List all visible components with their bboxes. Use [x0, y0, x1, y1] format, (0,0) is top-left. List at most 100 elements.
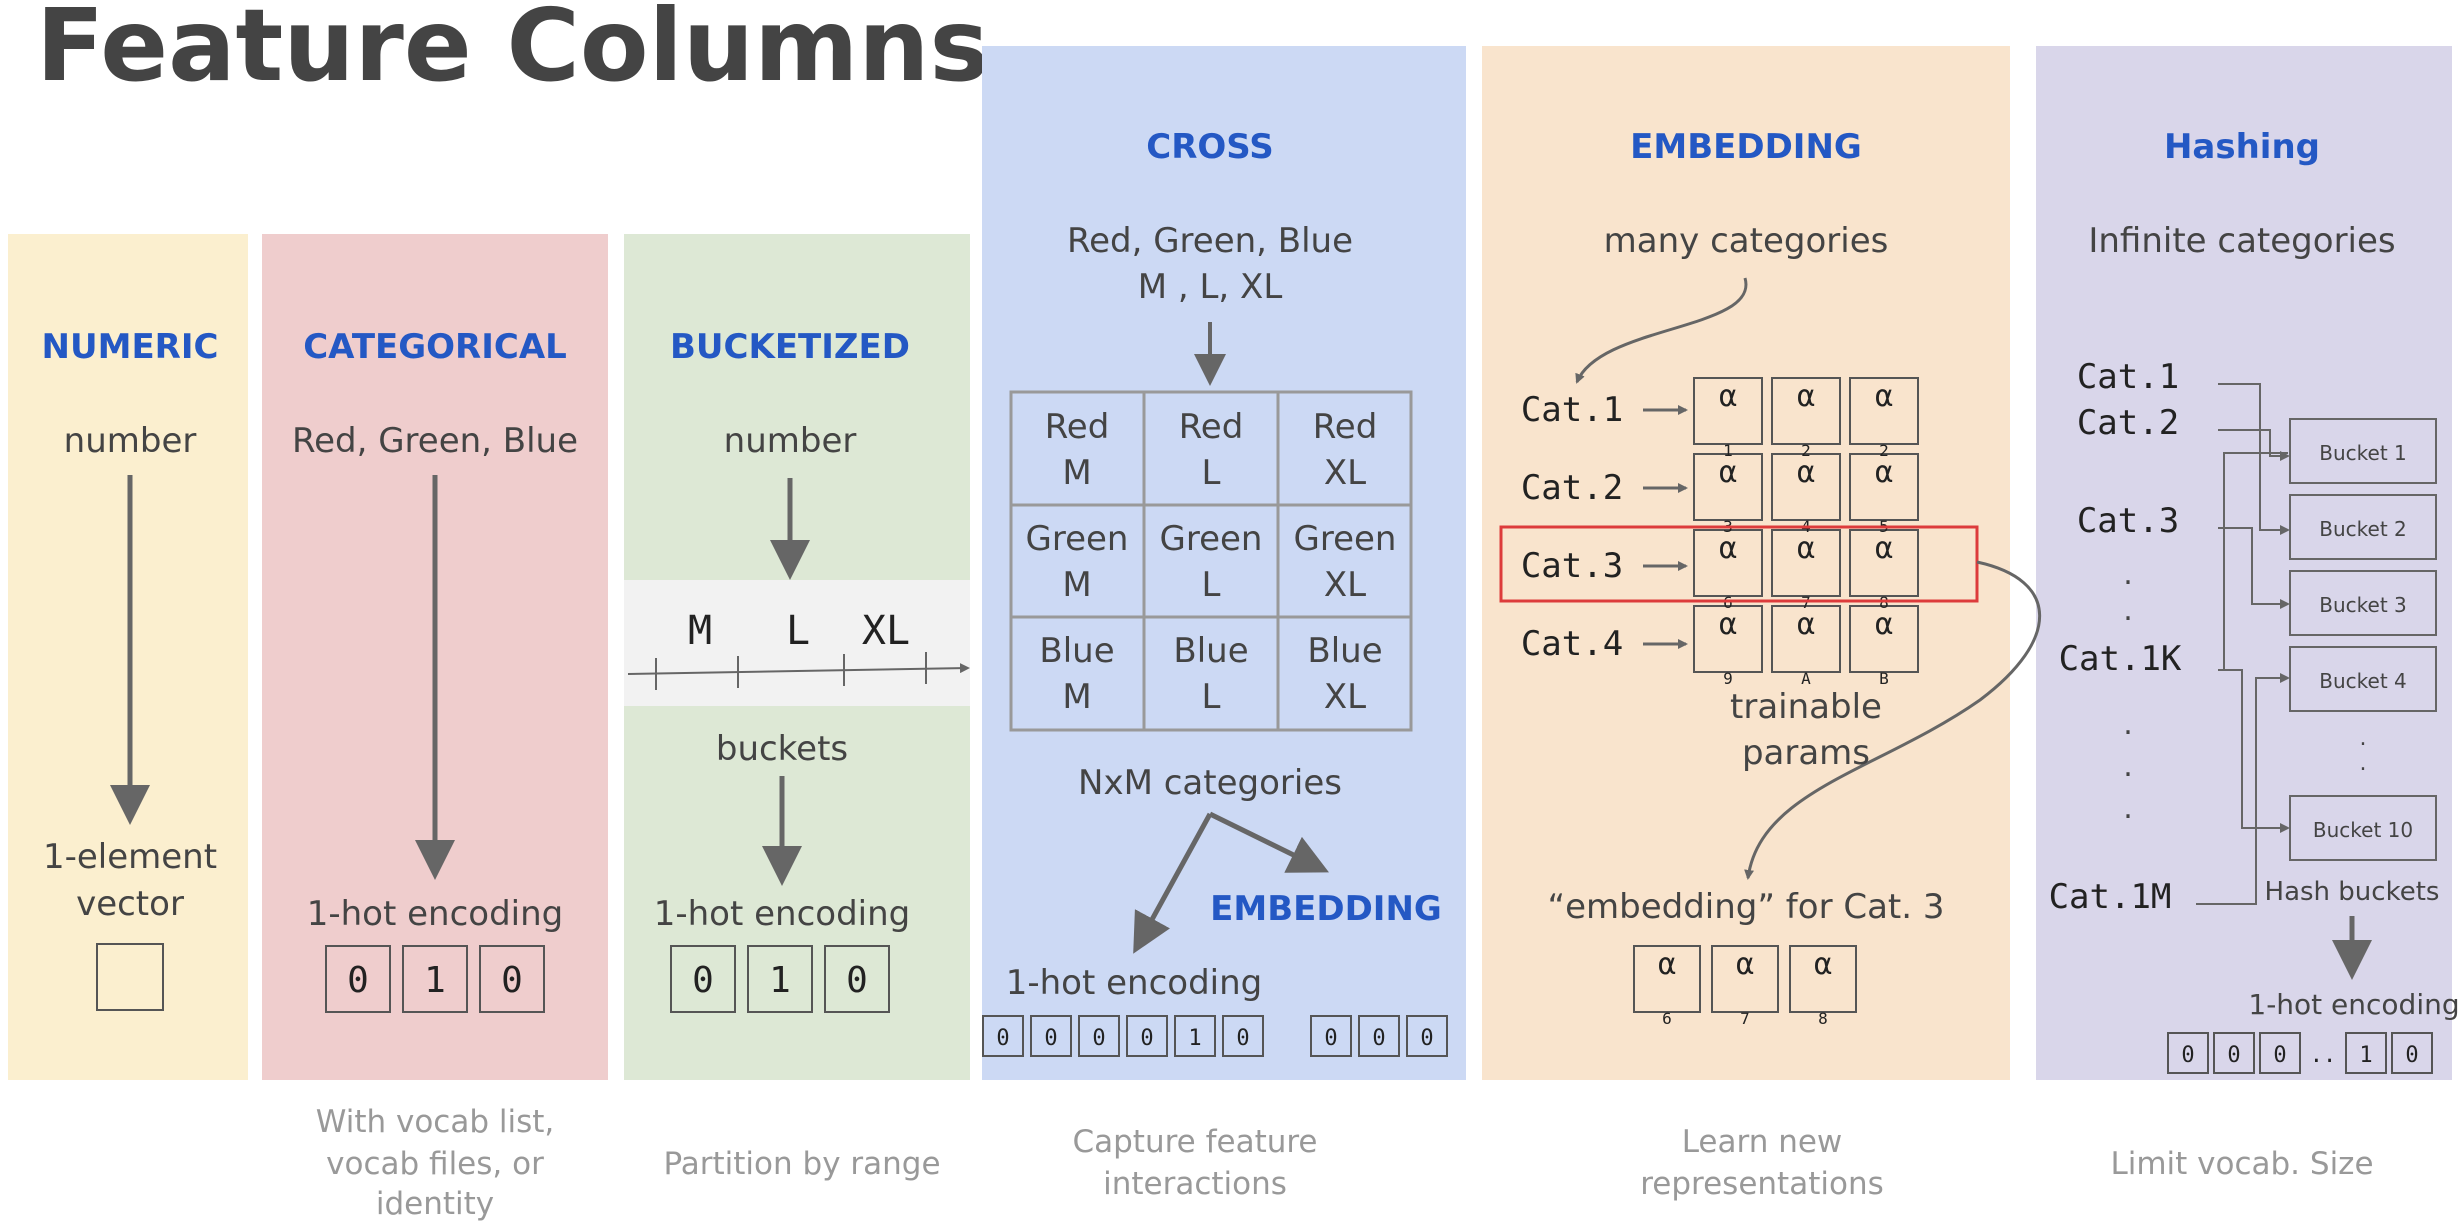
alpha-symbol: α [1797, 607, 1815, 642]
grid-cell-size: XL [1324, 677, 1366, 717]
grid-cell-size: L [1202, 453, 1221, 493]
onehot-cell: 0 [347, 960, 369, 1001]
alpha-symbol: α [1719, 531, 1737, 566]
alpha-symbol: α [1719, 379, 1737, 414]
alpha-symbol: α [1797, 379, 1815, 414]
onehot-cell: 0 [1092, 1026, 1105, 1051]
bucket-label: Bucket 3 [2319, 593, 2407, 617]
embedding-input-label: many categories [1604, 221, 1889, 261]
embedding-param-grid [1693, 377, 1919, 673]
embedding-cat-label: Cat.4 [1521, 624, 1623, 664]
param-subscript: 6 [1662, 1009, 1672, 1028]
hash-cat-label: Cat.3 [2077, 501, 2179, 541]
onehot-cell: 0 [692, 960, 714, 1001]
bucket-label: Bucket 10 [2313, 818, 2413, 842]
embedding-cat-label: Cat.1 [1521, 390, 1623, 430]
alpha-symbol: α [1797, 455, 1815, 490]
grid-cell-color: Green [1026, 519, 1129, 559]
cross-caption-line: Capture feature [1072, 1124, 1317, 1160]
param-subscript: 1 [1723, 441, 1733, 460]
hash-buckets: Bucket 1 Bucket 2 Bucket 3 Bucket 4 Buck… [2289, 418, 2437, 861]
grid-cell-size: L [1202, 565, 1221, 605]
categorical-caption-line: identity [376, 1186, 494, 1222]
range-strip [624, 580, 970, 706]
cross-caption-line: interactions [1103, 1166, 1287, 1202]
cross-heading: CROSS [1146, 127, 1273, 167]
alpha-symbol: α [1719, 455, 1737, 490]
embedding-heading: EMBEDDING [1630, 127, 1862, 167]
hash-bucket-dots: . . [2360, 726, 2367, 776]
param-subscript: 8 [1818, 1009, 1828, 1028]
alpha-symbol: α [1658, 947, 1676, 982]
onehot-cell: 0 [2405, 1043, 2418, 1068]
cross-input-line2: M , L, XL [1138, 267, 1283, 307]
hash-buckets-label: Hash buckets [2265, 877, 2440, 907]
grid-cell-color: Blue [1173, 631, 1248, 671]
onehot-cell: 0 [1140, 1026, 1153, 1051]
grid-cell-color: Blue [1039, 631, 1114, 671]
hash-dot: . [2360, 726, 2367, 751]
hash-dot: . [2123, 707, 2133, 742]
onehot-cell: 0 [996, 1026, 1009, 1051]
bucketized-mid-label: buckets [716, 729, 848, 769]
cross-arrow-to-embedding [1208, 811, 1329, 873]
grid-cell-size: XL [1324, 565, 1366, 605]
range-label: XL [862, 608, 910, 654]
bucket-label: Bucket 1 [2319, 441, 2407, 465]
grid-cell-color: Red [1045, 407, 1110, 447]
param-subscript: B [1879, 669, 1889, 688]
embedding-cat-label: Cat.2 [1521, 468, 1623, 508]
hashing-heading: Hashing [2164, 127, 2320, 167]
onehot-cell: 0 [1236, 1026, 1249, 1051]
numeric-heading: NUMERIC [42, 327, 219, 367]
hash-dot: . [2123, 791, 2133, 826]
bucketized-onehot: 0 1 0 [670, 945, 890, 1013]
page-title: Feature Columns [36, 0, 989, 104]
grid-cell-size: M [1062, 453, 1091, 493]
grid-cell-color: Blue [1307, 631, 1382, 671]
cross-arrow-to-onehot [1133, 812, 1213, 954]
embedding-caption-line: representations [1640, 1166, 1884, 1202]
onehot-cell: 0 [501, 960, 523, 1001]
hash-cat-dots: . . . . . [2123, 557, 2133, 826]
alpha-symbol: α [1736, 947, 1754, 982]
onehot-cell: 0 [1420, 1026, 1433, 1051]
hashing-panel [2036, 46, 2452, 1080]
hash-cat-label: Cat.1K [2059, 639, 2182, 679]
hash-dot: . [2123, 593, 2133, 628]
range-label: L [786, 608, 810, 654]
param-subscript: 2 [1801, 441, 1811, 460]
onehot-cell: 0 [846, 960, 868, 1001]
grid-cell-color: Red [1179, 407, 1244, 447]
bucket-label: Bucket 4 [2319, 669, 2407, 693]
embedding-curve-arrow-in [1575, 277, 1748, 384]
embedding-row-arrows [1643, 405, 1688, 649]
hashing-caption: Limit vocab. Size [2110, 1146, 2373, 1182]
onehot-cell: 1 [769, 960, 791, 1001]
onehot-cell: 0 [2273, 1043, 2286, 1068]
range-label: M [688, 608, 712, 654]
alpha-symbol: α [1875, 531, 1893, 566]
embedding-panel [1482, 46, 2010, 1080]
onehot-cell: 1 [1188, 1026, 1201, 1051]
hash-dot: . [2123, 749, 2133, 784]
cross-panel [982, 46, 1466, 1080]
hash-cat-label: Cat.1 [2077, 357, 2179, 397]
cross-embedding-label: EMBEDDING [1210, 889, 1442, 929]
embedding-mid-line1: trainable [1730, 687, 1882, 727]
hashing-output-label: 1-hot encoding [2248, 988, 2459, 1021]
embedding-output-vector: α α α 6 7 8 [1633, 945, 1857, 1028]
param-subscript: 9 [1723, 669, 1733, 688]
onehot-cell: 0 [1324, 1026, 1337, 1051]
cross-grid-labels: Red M Red L Red XL Green M Green L Green… [1026, 407, 1397, 717]
categorical-output-label: 1-hot encoding [307, 894, 564, 934]
grid-cell-size: XL [1324, 453, 1366, 493]
categorical-input-label: Red, Green, Blue [292, 421, 578, 461]
numeric-output-line2: vector [76, 884, 184, 924]
cross-mid-label: NxM categories [1078, 763, 1342, 803]
alpha-symbol: α [1875, 455, 1893, 490]
bucketized-output-label: 1-hot encoding [654, 894, 911, 934]
onehot-cell: 1 [2359, 1043, 2372, 1068]
bucket-label: Bucket 2 [2319, 517, 2407, 541]
